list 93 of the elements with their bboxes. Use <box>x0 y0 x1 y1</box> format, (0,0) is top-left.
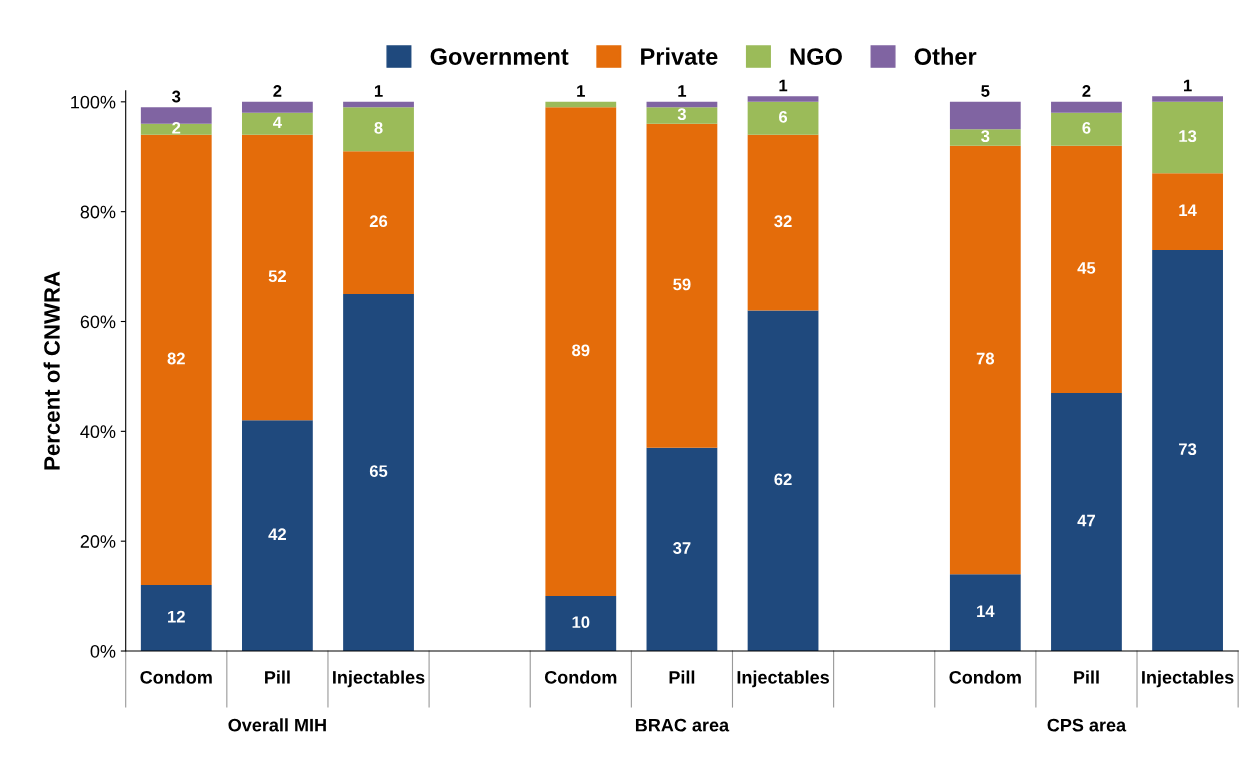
x-tick-label: Pill <box>669 670 695 684</box>
bar <box>747 134 819 311</box>
bar <box>242 134 313 421</box>
x-tick-label: Pill <box>265 670 290 684</box>
legend-label: Other <box>914 47 977 65</box>
legend-label: Private <box>641 47 718 65</box>
bar <box>343 101 414 108</box>
x-tick-label: Condom <box>949 670 1021 684</box>
y-tick-label: 80% <box>80 205 116 219</box>
y-tick-label: 100% <box>71 95 116 109</box>
text: BRAC area <box>635 718 730 732</box>
legend-label: NGO <box>790 48 842 65</box>
y-tick-label: 20% <box>80 535 116 548</box>
bar <box>949 101 1021 130</box>
x-tick-label: Injectables <box>737 670 829 688</box>
data-label: 3 <box>172 90 181 103</box>
data-label: 3 <box>677 108 686 121</box>
bar <box>242 101 313 113</box>
data-label: 73 <box>1179 443 1197 456</box>
y-tick-label: 0% <box>90 644 116 658</box>
bar <box>646 107 718 124</box>
data-label: 1 <box>1183 79 1192 92</box>
bar <box>140 134 212 586</box>
data-label: 1 <box>374 85 383 97</box>
bar <box>646 101 718 108</box>
bar <box>140 123 212 135</box>
data-label: 12 <box>168 610 185 623</box>
data-label: 62 <box>774 473 792 486</box>
bar <box>747 310 819 652</box>
y-axis-title: Percent of CNWRA <box>43 271 60 470</box>
data-label: 2 <box>172 121 181 134</box>
bar <box>343 151 414 295</box>
data-label: 32 <box>774 215 792 228</box>
bar <box>646 123 718 448</box>
data-label: 52 <box>268 270 286 283</box>
data-label: 1 <box>678 85 687 97</box>
data-label: 14 <box>1179 204 1197 216</box>
data-label: 14 <box>977 605 995 617</box>
bar <box>343 294 414 652</box>
bar <box>343 107 414 152</box>
bar <box>747 101 819 135</box>
text: CPS area <box>1047 718 1127 732</box>
bar <box>1152 96 1223 102</box>
bar <box>1152 173 1223 251</box>
bar <box>1051 112 1122 146</box>
y-tick-label: 60% <box>80 315 116 329</box>
x-tick-label: Injectables <box>333 670 425 688</box>
data-label: 5 <box>981 85 990 97</box>
text: Overall MIH <box>228 718 326 732</box>
y-tick-label: 40% <box>80 425 116 439</box>
x-tick-label: Condom <box>140 670 212 684</box>
x-tick-label: Condom <box>544 670 617 684</box>
bar <box>140 107 212 124</box>
x-tick-label: Pill <box>1074 670 1099 684</box>
bar <box>140 585 212 652</box>
data-label: 2 <box>1082 85 1091 97</box>
bar <box>949 129 1021 146</box>
data-label: 37 <box>673 542 691 554</box>
bar <box>949 574 1021 652</box>
data-label: 45 <box>1077 262 1096 274</box>
bar <box>545 107 617 597</box>
data-label: 26 <box>369 215 388 228</box>
bar <box>545 596 617 652</box>
data-label: 3 <box>981 130 990 143</box>
bar <box>1051 101 1122 113</box>
data-label: 6 <box>1082 121 1091 134</box>
bar <box>646 447 718 652</box>
bar <box>242 112 313 135</box>
data-label: 42 <box>268 528 286 540</box>
x-tick-label: Injectables <box>1142 670 1234 688</box>
data-label: 13 <box>1179 130 1197 143</box>
bar <box>545 101 617 108</box>
legend-label: Government <box>430 48 569 65</box>
data-label: 47 <box>1077 514 1095 527</box>
bar <box>747 96 819 102</box>
bar <box>1152 101 1223 174</box>
data-label: 1 <box>577 85 585 97</box>
data-label: 6 <box>779 110 788 123</box>
data-label: 2 <box>273 85 282 97</box>
data-label: 65 <box>369 465 388 478</box>
data-label: 4 <box>273 116 282 129</box>
data-label: 59 <box>673 278 691 291</box>
bar <box>1051 145 1122 393</box>
data-label: 78 <box>976 352 995 365</box>
data-label: 10 <box>572 616 590 629</box>
data-label: 1 <box>779 79 788 92</box>
bar <box>242 420 313 652</box>
data-label: 8 <box>374 121 383 134</box>
data-label: 82 <box>167 352 185 365</box>
bar <box>949 145 1021 575</box>
data-label: 89 <box>572 344 590 357</box>
bar <box>1051 392 1122 652</box>
bar <box>1152 250 1223 652</box>
